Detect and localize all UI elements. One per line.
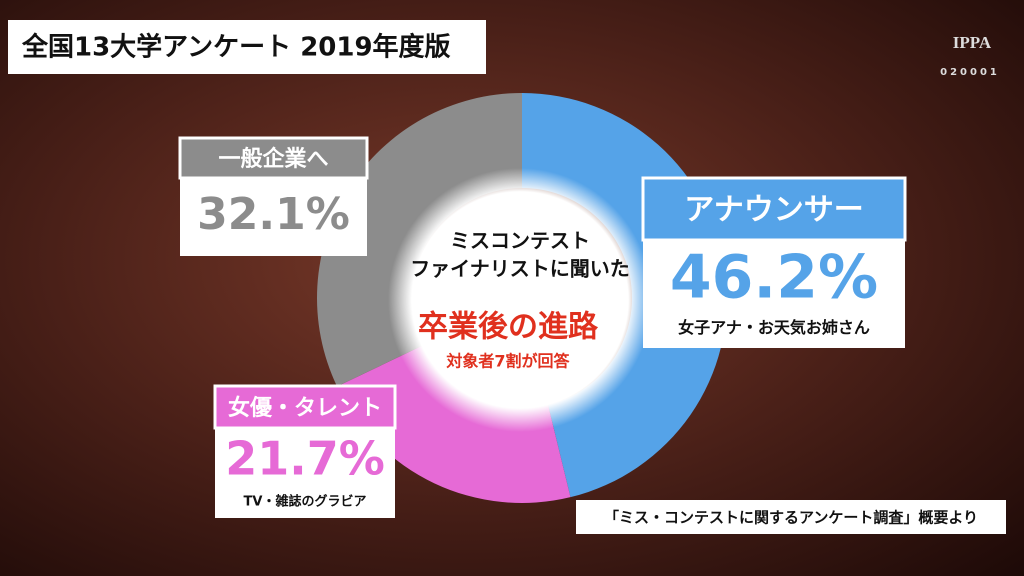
center-line: ミスコンテスト [450, 229, 590, 253]
category-label: アナウンサー [684, 193, 863, 228]
center-note: 対象者7割が回答 [445, 352, 570, 371]
chart-title: 全国13大学アンケート 2019年度版 [21, 32, 451, 63]
category-label: 女優・タレント [228, 395, 382, 421]
title-box [8, 20, 486, 74]
category-label: 一般企業へ [218, 146, 328, 172]
value-label: 21.7% [225, 432, 385, 486]
label-header [641, 176, 907, 242]
category-note: 女子アナ・お天気お姉さん [678, 318, 870, 337]
label-body [180, 178, 367, 256]
label-body [643, 240, 905, 348]
brand: IPPA [953, 33, 992, 52]
category-note: TV・雑誌のグラビア [244, 493, 367, 509]
label-body [215, 428, 395, 518]
source: 「ミス・コンテストに関するアンケート調査」概要より [604, 509, 978, 527]
center-title: 卒業後の進路 [418, 310, 599, 345]
center-line: ファイナリストに聞いた [410, 257, 630, 281]
code: 020001 [940, 67, 1000, 78]
value-label: 32.1% [197, 189, 350, 240]
source-box [576, 500, 1006, 534]
label-header [178, 136, 369, 180]
center-circle [388, 168, 652, 432]
value-label: 46.2% [670, 243, 878, 313]
